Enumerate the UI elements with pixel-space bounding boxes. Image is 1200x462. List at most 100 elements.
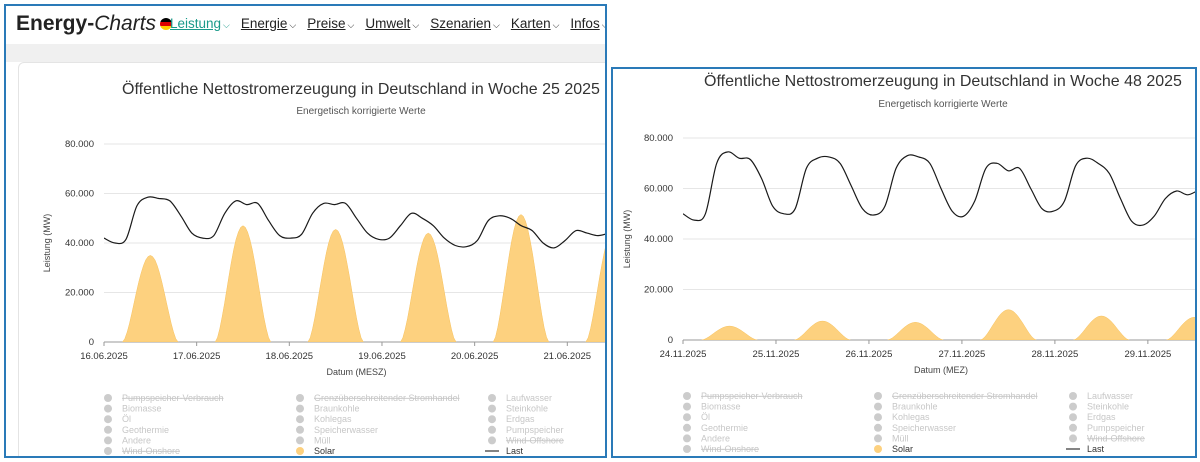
legend-marker-dot[interactable] bbox=[874, 413, 882, 422]
legend-marker-dot[interactable] bbox=[874, 402, 882, 411]
legend-marker-dot[interactable] bbox=[296, 404, 304, 413]
chevron-down-icon: ⌵ bbox=[602, 20, 605, 31]
legend-item-kohlegas: Kohlegas bbox=[314, 414, 352, 424]
legend-item-öl: Öl bbox=[122, 414, 131, 424]
legend-marker-dot[interactable] bbox=[874, 445, 882, 453]
legend-marker-dot[interactable] bbox=[104, 404, 112, 413]
solar-area-day[interactable] bbox=[214, 225, 272, 342]
load-line[interactable] bbox=[683, 151, 1197, 227]
x-tick-label: 27.11.2025 bbox=[938, 349, 985, 360]
legend-marker-dot[interactable] bbox=[488, 415, 496, 424]
chart-week25[interactable]: Öffentliche Nettostromerzeugung in Deuts… bbox=[6, 6, 607, 458]
legend-item-solar: Solar bbox=[314, 446, 335, 456]
solar-area-day[interactable] bbox=[585, 228, 607, 342]
legend-marker-dot[interactable] bbox=[874, 392, 882, 400]
y-tick-label: 20.000 bbox=[65, 288, 94, 299]
chart-panel-week48: Öffentliche Nettostromerzeugung in Deuts… bbox=[611, 67, 1197, 458]
legend-marker-dot[interactable] bbox=[874, 423, 882, 432]
legend-item-grenzüberschreitender-stromhandel: Grenzüberschreitender Stromhandel bbox=[314, 393, 460, 403]
legend-marker-dot[interactable] bbox=[296, 447, 304, 455]
y-tick-label: 80.000 bbox=[65, 139, 94, 150]
solar-area-day[interactable] bbox=[1166, 317, 1198, 340]
nav-szenarien[interactable]: Szenarien ⌵ bbox=[430, 16, 500, 31]
y-tick-label: 40.000 bbox=[644, 234, 673, 245]
nav-karten[interactable]: Karten ⌵ bbox=[511, 16, 560, 31]
nav-energie[interactable]: Energie ⌵ bbox=[241, 16, 296, 31]
solar-area-day[interactable] bbox=[794, 320, 851, 340]
chart-title: Öffentliche Nettostromerzeugung in Deuts… bbox=[704, 72, 1182, 90]
legend-item-wind-offshore: Wind-Offshore bbox=[506, 435, 564, 445]
chevron-down-icon: ⌵ bbox=[289, 20, 297, 30]
legend-marker-dot[interactable] bbox=[104, 394, 112, 402]
legend-marker-dot[interactable] bbox=[104, 425, 112, 434]
solar-area-day[interactable] bbox=[1073, 315, 1130, 340]
legend-marker-dot[interactable] bbox=[1069, 434, 1077, 443]
legend-marker-dot[interactable] bbox=[296, 415, 304, 424]
chart-week48[interactable]: Öffentliche Nettostromerzeugung in Deuts… bbox=[613, 69, 1197, 458]
legend-item-steinkohle: Steinkohle bbox=[1087, 402, 1129, 412]
legend-marker-dot[interactable] bbox=[488, 394, 496, 402]
legend-marker-dot[interactable] bbox=[683, 402, 691, 411]
legend-item-speicherwasser: Speicherwasser bbox=[314, 425, 378, 435]
legend-marker-dot[interactable] bbox=[683, 434, 691, 443]
x-tick-label: 19.06.2025 bbox=[358, 351, 406, 362]
legend-marker-dot[interactable] bbox=[104, 436, 112, 445]
legend-marker-dot[interactable] bbox=[296, 425, 304, 434]
solar-area-day[interactable] bbox=[980, 309, 1037, 340]
solar-area-day[interactable] bbox=[492, 214, 550, 343]
legend-marker-dot[interactable] bbox=[683, 413, 691, 422]
legend-marker-dot[interactable] bbox=[683, 423, 691, 432]
logo-text-main: Energy- bbox=[16, 12, 95, 35]
legend-item-kohlegas: Kohlegas bbox=[892, 412, 930, 422]
legend-marker-dot[interactable] bbox=[1069, 402, 1077, 411]
nav-leistung[interactable]: Leistung ⌵ bbox=[170, 16, 230, 31]
chevron-down-icon: ⌵ bbox=[412, 20, 420, 30]
navbar: Energy-Charts Leistung ⌵ Energie ⌵ Preise ⌵… bbox=[6, 6, 605, 44]
nav-infos-label: Infos bbox=[570, 16, 600, 31]
nav-umwelt[interactable]: Umwelt ⌵ bbox=[365, 16, 419, 31]
x-axis-label: Datum (MESZ) bbox=[326, 367, 386, 377]
legend-marker-dot[interactable] bbox=[488, 425, 496, 434]
legend-item-pumpspeicher-verbrauch: Pumpspeicher-Verbrauch bbox=[701, 391, 803, 401]
legend-item-solar: Solar bbox=[892, 444, 913, 454]
nav-separator bbox=[6, 44, 605, 62]
logo[interactable]: Energy-Charts bbox=[16, 12, 173, 36]
legend-marker-dot[interactable] bbox=[1069, 392, 1077, 400]
chevron-down-icon: ⌵ bbox=[492, 20, 500, 30]
legend-marker-dot[interactable] bbox=[104, 415, 112, 424]
legend-marker-dot[interactable] bbox=[683, 445, 691, 453]
solar-area-day[interactable] bbox=[887, 322, 944, 340]
y-tick-label: 60.000 bbox=[65, 189, 94, 200]
legend-marker-dot[interactable] bbox=[874, 434, 882, 443]
legend-marker-dot[interactable] bbox=[1069, 413, 1077, 422]
legend-item-pumpspeicher: Pumpspeicher bbox=[1087, 423, 1145, 433]
nav-szenarien-label: Szenarien bbox=[430, 16, 491, 31]
load-line[interactable] bbox=[104, 196, 607, 249]
y-tick-label: 40.000 bbox=[65, 238, 94, 249]
legend-marker-dot[interactable] bbox=[488, 404, 496, 413]
legend-item-pumpspeicher: Pumpspeicher bbox=[506, 425, 564, 435]
legend-marker-dot[interactable] bbox=[296, 394, 304, 402]
legend-item-pumpspeicher-verbrauch: Pumpspeicher-Verbrauch bbox=[122, 393, 224, 403]
solar-area-day[interactable] bbox=[122, 255, 179, 342]
legend-item-braunkohle: Braunkohle bbox=[314, 404, 360, 414]
x-tick-label: 21.06.2025 bbox=[544, 351, 592, 362]
legend-item-speicherwasser: Speicherwasser bbox=[892, 423, 956, 433]
solar-area-day[interactable] bbox=[307, 229, 364, 342]
legend-marker-dot[interactable] bbox=[488, 436, 496, 445]
solar-area-day[interactable] bbox=[400, 232, 457, 342]
legend-marker-dot[interactable] bbox=[1069, 423, 1077, 432]
legend-marker-dot[interactable] bbox=[296, 436, 304, 445]
x-tick-label: 24.11.2025 bbox=[660, 349, 707, 360]
legend-item-geothermie: Geothermie bbox=[122, 425, 169, 435]
legend-marker-dot[interactable] bbox=[683, 392, 691, 400]
y-tick-label: 0 bbox=[668, 335, 673, 346]
nav-infos[interactable]: Infos⌵ bbox=[570, 16, 605, 31]
nav-umwelt-label: Umwelt bbox=[365, 16, 411, 31]
chevron-down-icon: ⌵ bbox=[347, 20, 355, 30]
legend-marker-dot[interactable] bbox=[104, 447, 112, 455]
solar-area-day[interactable] bbox=[701, 325, 758, 340]
legend-item-erdgas: Erdgas bbox=[506, 414, 535, 424]
x-tick-label: 28.11.2025 bbox=[1031, 349, 1078, 360]
nav-preise[interactable]: Preise ⌵ bbox=[307, 16, 354, 31]
